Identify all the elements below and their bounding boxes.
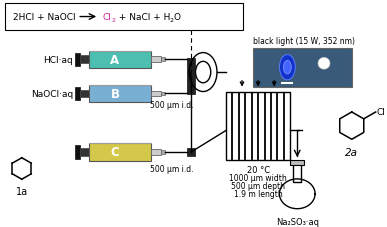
Text: A: A (110, 54, 120, 67)
Text: 2: 2 (112, 18, 116, 23)
Text: 500 μm i.d.: 500 μm i.d. (150, 164, 193, 173)
Bar (151, 149, 161, 155)
Bar (80, 56, 89, 64)
Bar (290, 160, 304, 165)
Bar (187, 59, 195, 95)
Text: 500 μm depth: 500 μm depth (231, 181, 285, 190)
Text: C: C (111, 146, 119, 159)
Bar (187, 148, 195, 156)
Bar (161, 92, 166, 96)
Bar (226, 92, 290, 160)
Text: + NaCl + H: + NaCl + H (116, 13, 170, 22)
Text: HCl·aq: HCl·aq (44, 56, 73, 65)
Text: Cl: Cl (102, 13, 111, 22)
Text: 1000 μm width: 1000 μm width (229, 174, 287, 183)
Bar (151, 91, 161, 97)
Ellipse shape (279, 55, 295, 81)
Text: 2: 2 (170, 18, 173, 23)
Text: 500 μm i.d.: 500 μm i.d. (150, 101, 193, 110)
Text: Cl: Cl (377, 108, 385, 117)
Text: 1a: 1a (16, 186, 28, 196)
Text: black light (15 W, 352 nm): black light (15 W, 352 nm) (253, 37, 354, 46)
Text: B: B (110, 88, 120, 101)
Bar (80, 148, 89, 156)
Bar (151, 57, 161, 63)
Text: O: O (173, 13, 180, 22)
Text: 1.9 m length: 1.9 m length (234, 189, 283, 198)
Ellipse shape (283, 61, 291, 75)
Text: 20 °C: 20 °C (247, 165, 270, 174)
Text: NaOCl·aq: NaOCl·aq (31, 90, 73, 99)
Text: 2a: 2a (345, 147, 358, 157)
Bar (293, 164, 301, 182)
Bar (5, 4, 243, 31)
Bar (89, 51, 151, 69)
Bar (161, 150, 166, 154)
Bar (161, 58, 166, 62)
Bar (75, 53, 80, 67)
Circle shape (318, 58, 330, 70)
Bar (253, 49, 352, 87)
Bar (75, 146, 80, 159)
Bar (80, 90, 89, 98)
Bar (75, 87, 80, 101)
Bar (89, 85, 151, 103)
Text: 2HCl + NaOCl: 2HCl + NaOCl (13, 13, 75, 22)
Text: Na₂SO₃·aq: Na₂SO₃·aq (276, 217, 319, 226)
Bar (89, 143, 151, 161)
